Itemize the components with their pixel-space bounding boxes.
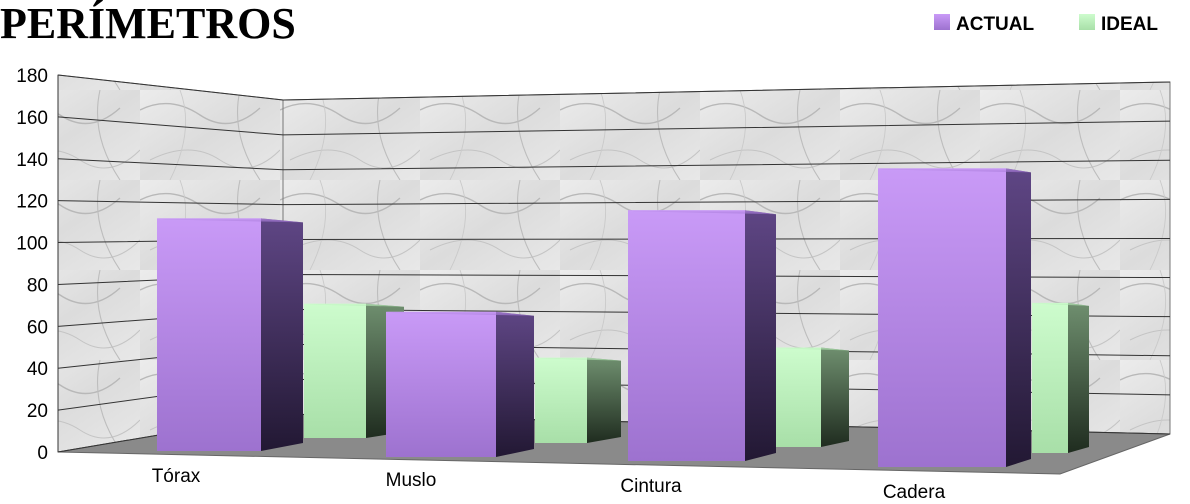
bar-actual-tórax-side [261,218,303,451]
y-tick-label: 60 [27,317,48,338]
x-category-label: Cintura [620,476,682,497]
category-labels: Tórax Muslo Cintura Cadera [152,466,946,503]
bar-ideal-cadera-top [1032,302,1089,306]
bar-actual-muslo-top [386,311,534,316]
y-tick-label: 40 [27,359,48,380]
legend-label-ideal: IDEAL [1101,14,1158,35]
y-axis-ticks: 0 20 40 60 80 100 120 140 160 180 [16,66,48,464]
bar-ideal-cintura-front [775,347,821,447]
bar-actual-cintura-top [628,210,776,215]
bar-actual-cadera-top [878,168,1031,173]
bar-ideal-cadera-front [1032,302,1068,453]
x-category-label: Tórax [152,466,201,487]
bar-ideal-tórax-front [304,303,366,438]
gridline [57,74,1171,101]
legend-swatch-ideal [1079,14,1095,30]
bar-ideal-muslo-front [535,357,587,443]
legend-label-actual: ACTUAL [956,14,1034,35]
bar-actual-tórax-top [157,218,303,223]
x-category-label: Cadera [883,482,946,503]
bar-ideal-muslo-side [587,357,621,443]
gridline [57,198,1171,206]
y-tick-label: 140 [16,150,48,171]
y-tick-label: 20 [27,401,48,422]
bars [157,168,1089,467]
chart-legend: ACTUAL IDEAL [934,14,1158,35]
chart-title: PERÍMETROS [0,0,296,48]
bar-actual-muslo-side [496,311,534,457]
bar-ideal-cintura-side [821,347,849,447]
bar-actual-cintura-side [745,210,776,461]
y-tick-label: 180 [16,66,48,87]
bar-ideal-muslo-top [535,357,621,361]
legend-swatch-actual [934,14,950,30]
y-tick-label: 160 [16,108,48,129]
bar-actual-muslo-front [386,311,496,457]
y-tick-label: 80 [27,275,48,296]
y-tick-label: 100 [16,234,48,255]
bar-actual-cadera-front [878,168,1006,467]
bar-actual-tórax-front [157,218,261,451]
bar-ideal-tórax-top [304,303,404,307]
x-category-label: Muslo [386,470,437,491]
bar-actual-cintura-front [628,210,745,461]
bar-actual-cadera-side [1006,168,1031,467]
gridline [57,158,1171,171]
gridline [57,116,1171,136]
bar-ideal-cintura-top [775,347,849,351]
y-tick-label: 120 [16,192,48,213]
bar-ideal-cadera-side [1068,302,1089,453]
y-tick-label: 0 [37,443,48,464]
